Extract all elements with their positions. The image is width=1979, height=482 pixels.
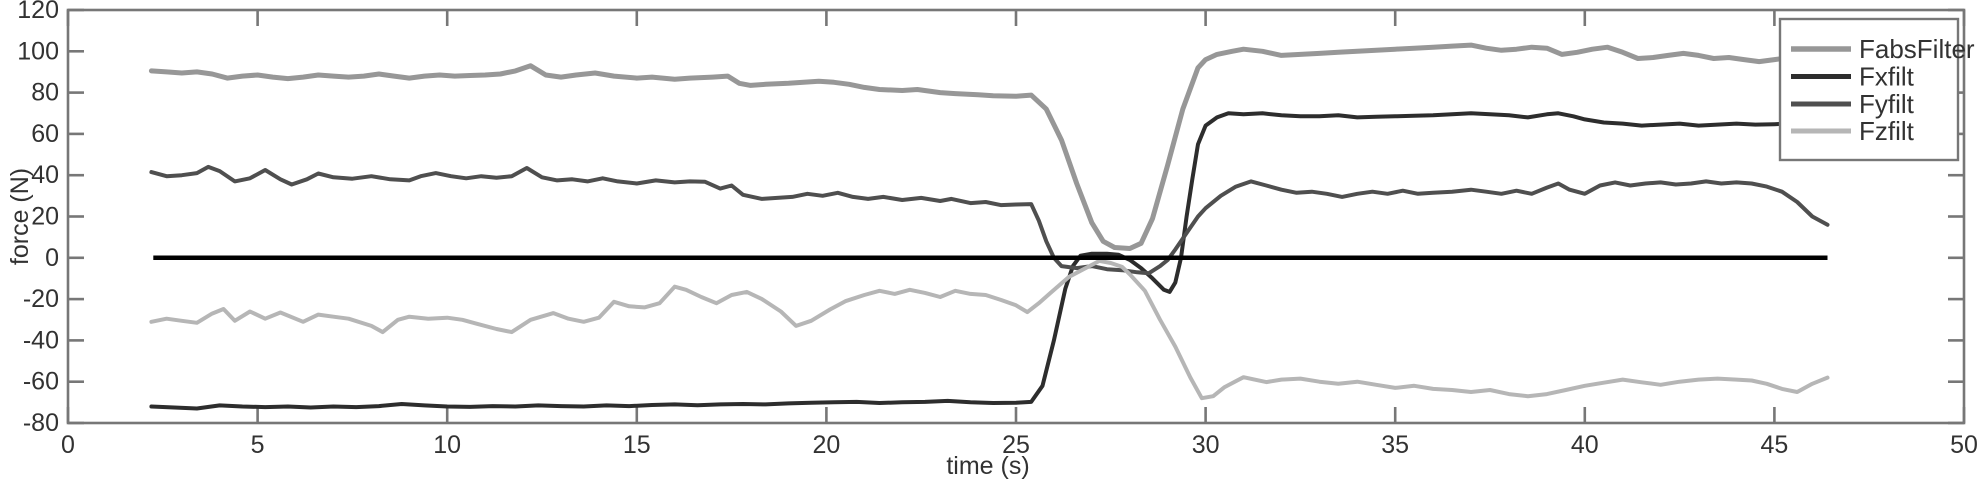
y-tick-label: 80 bbox=[31, 79, 59, 107]
y-tick-label: -60 bbox=[23, 368, 59, 396]
y-tick-label: 20 bbox=[31, 203, 59, 231]
x-tick-label: 15 bbox=[623, 431, 651, 459]
legend-label-fxfilt: Fxfilt bbox=[1859, 62, 1915, 92]
x-tick-label: 20 bbox=[812, 431, 840, 459]
y-axis-label: force (N) bbox=[6, 168, 34, 265]
x-tick-label: 45 bbox=[1760, 431, 1788, 459]
y-tick-label: 60 bbox=[31, 120, 59, 148]
legend-label-fabsfilter: FabsFilter bbox=[1859, 34, 1975, 64]
x-tick-label: 40 bbox=[1571, 431, 1599, 459]
series-line-fzfilt bbox=[149, 258, 1830, 401]
y-tick-label: 120 bbox=[17, 0, 59, 24]
y-tick-label: 0 bbox=[45, 244, 59, 272]
series-line-fxfilt bbox=[149, 111, 1822, 411]
x-tick-label: 35 bbox=[1381, 431, 1409, 459]
x-tick-label: 0 bbox=[61, 431, 75, 459]
y-tick-label: -80 bbox=[23, 409, 59, 437]
legend-frame bbox=[1778, 17, 1960, 162]
series-line-fabsfilter bbox=[148, 42, 1823, 251]
y-tick-label: -40 bbox=[23, 326, 59, 354]
x-tick-label: 50 bbox=[1950, 431, 1978, 459]
y-tick-label: 40 bbox=[31, 161, 59, 189]
legend-label-fyfilt: Fyfilt bbox=[1859, 89, 1915, 119]
x-axis-label: time (s) bbox=[946, 452, 1029, 480]
x-tick-label: 25 bbox=[1002, 431, 1030, 459]
y-tick-label: -20 bbox=[23, 285, 59, 313]
y-tick-label: 100 bbox=[17, 37, 59, 65]
x-tick-label: 5 bbox=[251, 431, 265, 459]
series-line-fyfilt bbox=[149, 164, 1830, 276]
x-tick-label: 30 bbox=[1192, 431, 1220, 459]
legend-label-fzfilt: Fzfilt bbox=[1859, 116, 1915, 146]
x-tick-label: 10 bbox=[433, 431, 461, 459]
